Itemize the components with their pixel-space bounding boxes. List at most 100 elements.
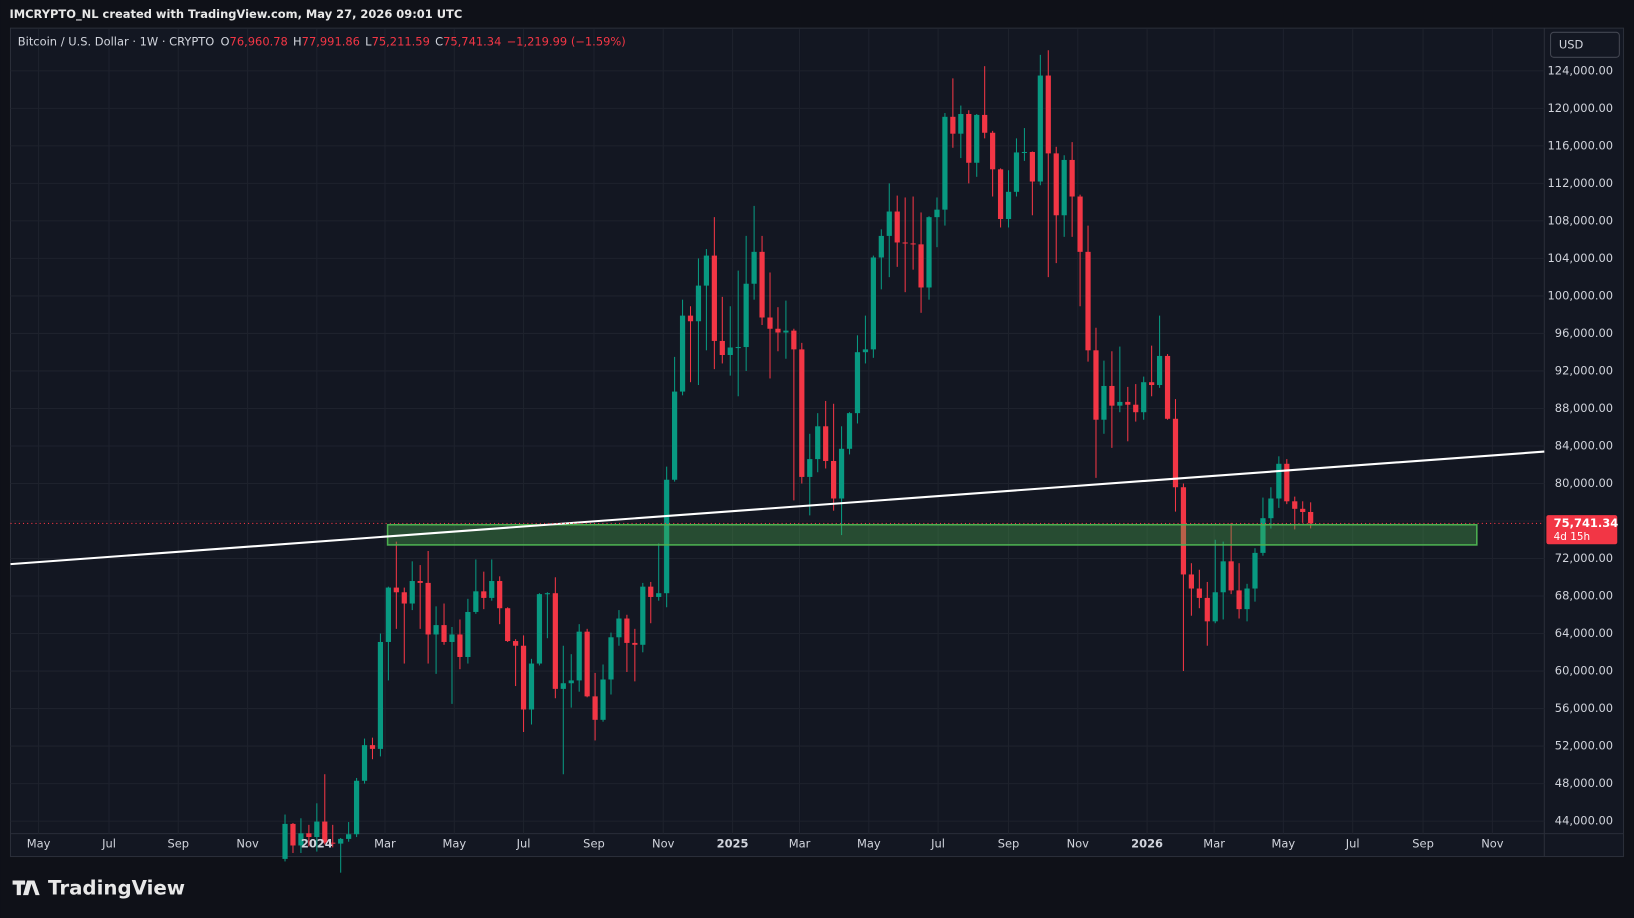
candle-body	[433, 625, 439, 635]
price-tag-label: 75,741.34	[1554, 516, 1619, 530]
candle-body	[1268, 498, 1274, 519]
candle-body	[767, 317, 773, 329]
candle-body	[791, 330, 797, 350]
candle-body	[314, 821, 320, 838]
candle-body	[648, 586, 654, 597]
x-tick-label: Jul	[1345, 837, 1360, 851]
candle-body	[1188, 574, 1194, 589]
candle-body	[918, 244, 924, 288]
candle-body	[751, 251, 757, 284]
x-tick-label: May	[1272, 837, 1296, 851]
candle-body	[393, 587, 399, 593]
candle-body	[512, 641, 519, 646]
candle-body	[1133, 404, 1139, 413]
candle-body	[1085, 251, 1091, 351]
candle-body	[401, 592, 407, 604]
credit: IMCRYPTO_NL created with TradingView.com…	[9, 7, 462, 22]
candle-body	[306, 833, 312, 838]
candle-body	[807, 459, 813, 477]
candle-body	[982, 114, 988, 133]
candle-body	[1061, 159, 1067, 216]
candle-body	[695, 285, 702, 322]
candle-body	[719, 340, 725, 356]
candle-body	[1260, 518, 1266, 553]
y-tick-label: 108,000.00	[1548, 213, 1614, 227]
candle-body	[894, 211, 900, 243]
candle-body	[1037, 75, 1043, 182]
candle-body	[1101, 385, 1107, 420]
candle-body	[624, 618, 630, 643]
y-tick-label: 88,000.00	[1555, 401, 1613, 415]
x-tick-label: Sep	[167, 837, 189, 851]
x-tick-label: May	[857, 837, 881, 851]
candle-body	[990, 132, 996, 170]
candle-body	[1180, 487, 1187, 575]
candle-body	[958, 113, 964, 134]
candle-body	[1069, 159, 1075, 197]
candle-body	[552, 593, 558, 689]
x-tick-label: Nov	[236, 837, 259, 851]
y-tick-label: 96,000.00	[1555, 326, 1613, 340]
candle-body	[385, 587, 391, 642]
currency-button[interactable]	[1550, 31, 1620, 58]
candle-body	[1236, 590, 1242, 610]
candle-body	[1109, 385, 1115, 406]
y-tick-label: 72,000.00	[1555, 551, 1613, 565]
candle-body	[1228, 561, 1234, 591]
candle-body	[1045, 75, 1051, 154]
x-tick-label: Jul	[516, 837, 531, 851]
y-tick-label: 68,000.00	[1555, 589, 1613, 603]
candle-body	[520, 645, 527, 710]
candle-body	[1244, 588, 1250, 610]
candle-body	[846, 413, 853, 449]
candle-body	[862, 349, 869, 353]
x-tick-label: Mar	[789, 837, 811, 851]
candle-body	[1125, 401, 1131, 405]
candle-body	[592, 696, 598, 720]
candle-body	[330, 842, 336, 844]
trendline	[10, 450, 1545, 566]
candle-body	[1220, 561, 1226, 593]
candle-body	[1164, 355, 1171, 419]
candle-body	[815, 426, 821, 460]
x-tick-label: Sep	[998, 837, 1020, 851]
candle-body	[838, 448, 845, 499]
ohlc-value: 77,991.86	[302, 34, 360, 48]
candle-body	[298, 833, 304, 846]
candle-body	[823, 426, 829, 461]
candle-body	[703, 255, 710, 286]
y-tick-label: 104,000.00	[1548, 251, 1614, 265]
candle-body	[544, 593, 550, 595]
symbol: Bitcoin / U.S. Dollar · 1W · CRYPTO	[18, 34, 215, 48]
ohlc-letter: O	[221, 34, 230, 48]
candle-body	[568, 680, 574, 684]
y-tick-label: 112,000.00	[1548, 176, 1614, 190]
candle-body	[353, 780, 360, 835]
candle-body	[966, 113, 972, 163]
currency[interactable]: USD	[1559, 37, 1584, 51]
candle-body	[727, 347, 733, 356]
y-tick-label: 44,000.00	[1555, 814, 1613, 828]
ohlc-letter: C	[435, 34, 443, 48]
candle-body	[632, 642, 638, 645]
candle-body	[679, 315, 686, 392]
candle-body	[608, 637, 614, 680]
y-tick-label: 124,000.00	[1548, 63, 1614, 77]
candle-body	[417, 581, 423, 583]
candle-body	[457, 634, 463, 657]
x-tick-label: Sep	[1412, 837, 1434, 851]
price-tag	[1546, 515, 1618, 545]
candle-body	[1276, 463, 1282, 499]
candle-body	[1053, 153, 1059, 216]
candle-body	[338, 838, 344, 844]
x-tick-label: Nov	[652, 837, 675, 851]
candle-body	[831, 460, 837, 499]
x-tick-label: Nov	[1481, 837, 1504, 851]
logo-text: TradingView	[48, 876, 185, 899]
support-zone	[386, 523, 1478, 546]
ohlc-letter: L	[365, 34, 372, 48]
candle-body	[497, 581, 503, 609]
candle-body	[664, 479, 670, 594]
candle-body	[687, 315, 694, 322]
y-tick-label: 60,000.00	[1555, 664, 1613, 678]
